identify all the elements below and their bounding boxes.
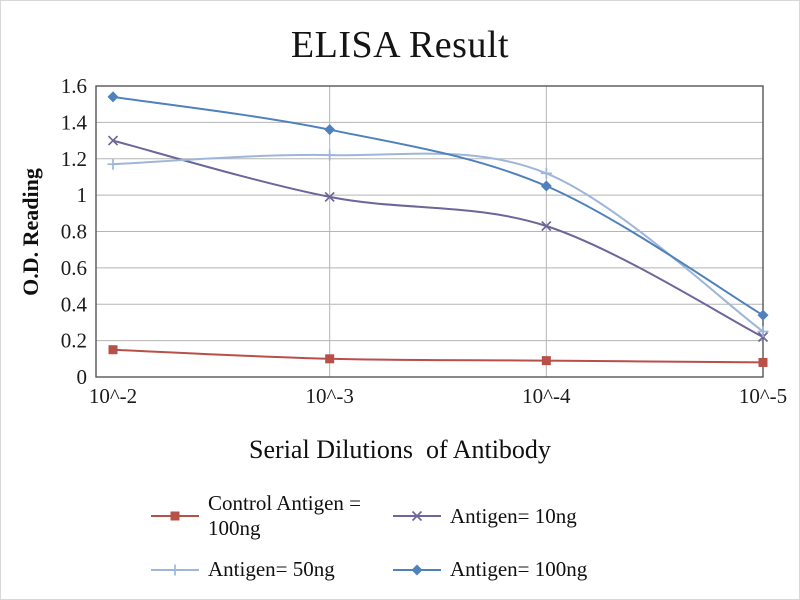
x-tick-label: 10^-3	[305, 384, 353, 408]
x-marker-icon	[411, 510, 423, 522]
square-marker-icon	[325, 354, 335, 364]
diamond-marker-icon	[757, 309, 769, 321]
diamond-marker-icon	[324, 124, 336, 136]
square-marker-icon	[170, 511, 180, 521]
legend-item: Antigen= 10ng	[391, 491, 587, 541]
legend-label: Antigen= 50ng	[208, 557, 335, 581]
y-tick-label: 0.4	[61, 292, 88, 316]
legend-item: Control Antigen = 100ng	[149, 491, 391, 541]
y-tick-label: 1	[77, 183, 88, 207]
legend-square-swatch-icon	[151, 511, 199, 521]
x-tick-label: 10^-2	[89, 384, 137, 408]
diamond-marker-icon	[540, 180, 552, 192]
plot-border	[95, 85, 764, 378]
chart-title: ELISA Result	[290, 24, 510, 66]
y-tick-label: 1.2	[61, 147, 87, 171]
x-tick-label: 10^-5	[739, 384, 787, 408]
legend-diamond-swatch-icon	[393, 564, 441, 575]
series-line-2	[112, 139, 764, 338]
square-marker-icon	[541, 356, 551, 366]
diamond-marker-icon	[107, 91, 119, 103]
y-tick-label: 1.4	[61, 110, 88, 134]
legend-label: Antigen= 100ng	[450, 557, 588, 581]
legend-item: Antigen= 50ng	[149, 557, 391, 582]
legend-label: Antigen= 10ng	[450, 503, 577, 528]
y-tick-label: 0.6	[61, 256, 87, 280]
series-line-3	[112, 152, 764, 333]
y-tick-label: 0	[77, 365, 88, 389]
legend-label: Control Antigen = 100ng	[208, 491, 362, 540]
x-marker-icon	[324, 191, 335, 203]
legend-item: Antigen= 100ng	[391, 557, 587, 582]
y-tick-label: 0.2	[61, 329, 87, 353]
square-marker-icon	[758, 357, 768, 367]
legend-plus-swatch-icon	[151, 564, 199, 575]
x-tick-label: 10^-4	[522, 384, 571, 408]
chart-legend: Control Antigen = 100ng Antigen= 10ng Anti…	[149, 491, 587, 582]
x-axis-label: Serial Dilutions of Antibody	[249, 435, 551, 464]
diamond-marker-icon	[411, 564, 423, 575]
series-line-4	[112, 95, 764, 317]
legend-x-swatch-icon	[393, 510, 441, 522]
y-tick-label: 1.6	[61, 74, 87, 98]
square-marker-icon	[108, 345, 118, 355]
y-tick-label: 0.8	[61, 220, 87, 244]
series-line-1	[112, 348, 764, 364]
x-marker-icon	[541, 220, 552, 232]
x-marker-icon	[107, 135, 119, 146]
